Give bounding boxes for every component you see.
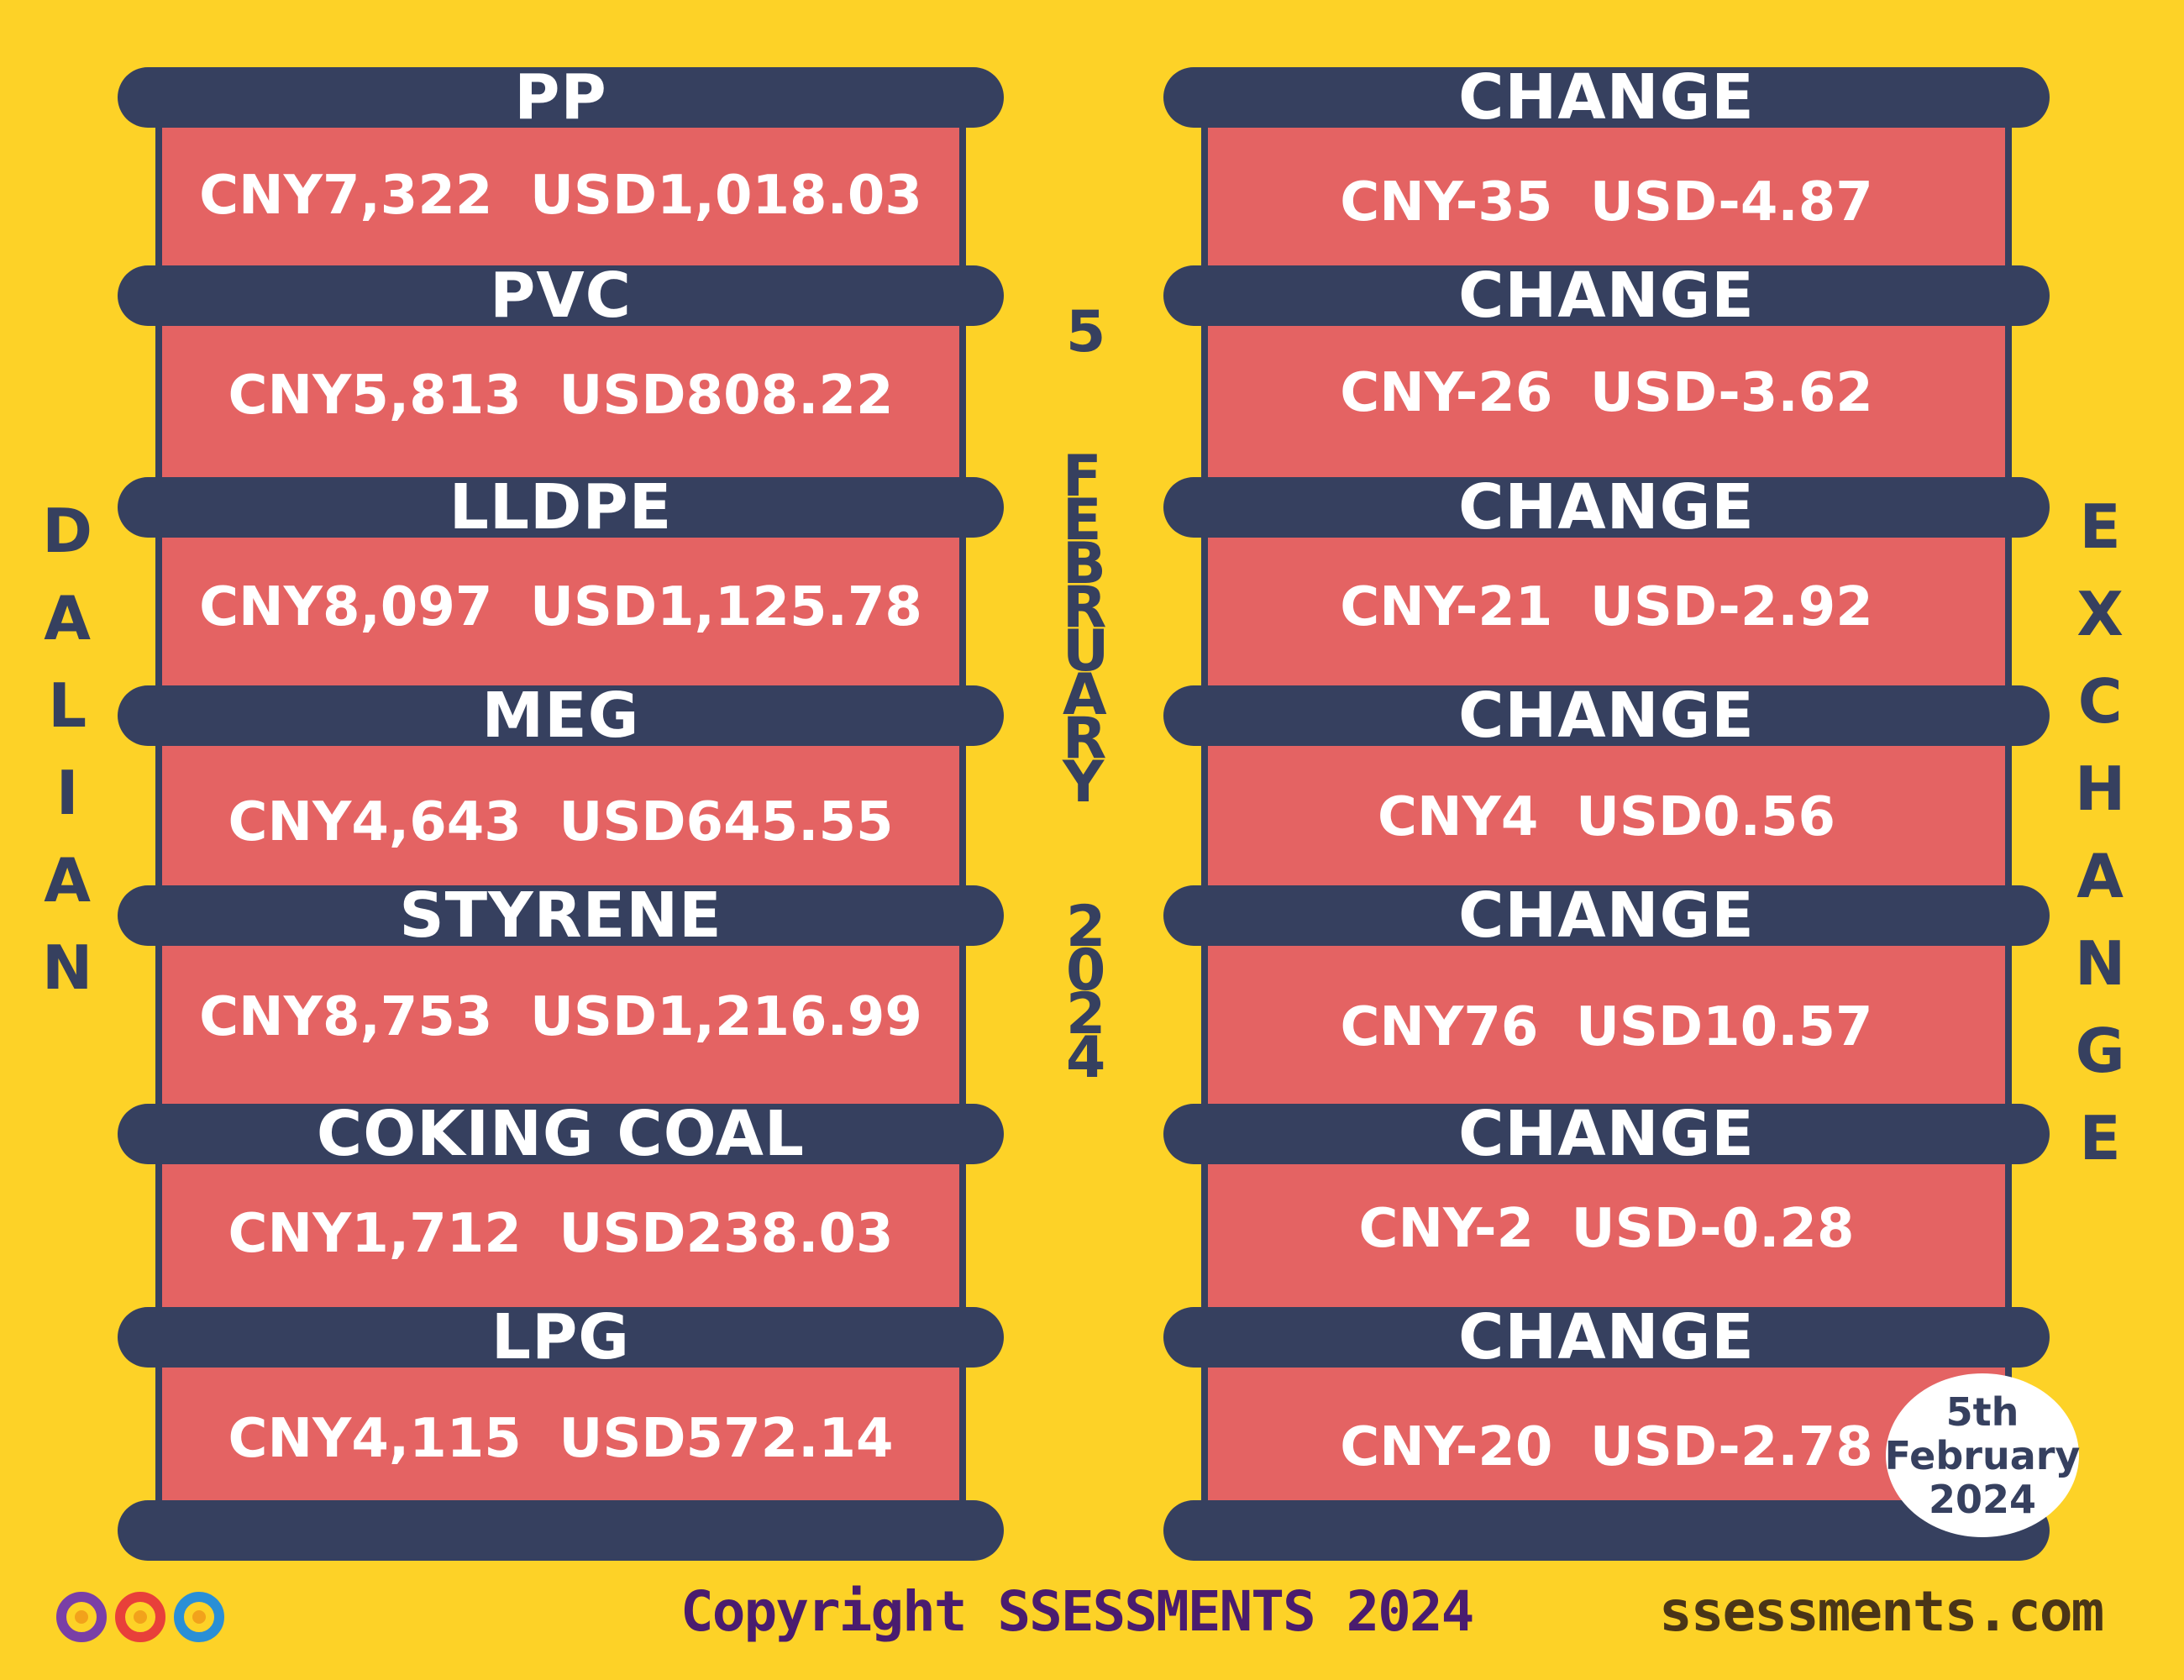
vertical-letter: N <box>42 932 93 1003</box>
price-styrene: CNY8,753 USD1,216.99 <box>199 986 922 1048</box>
copyright-text: Copyright SSESSMENTS 2024 <box>680 1579 1474 1644</box>
price-coking-coal: CNY1,712 USD238.03 <box>228 1203 894 1265</box>
price-lpg: CNY4,115 USD572.14 <box>228 1408 894 1470</box>
vertical-date-day: 5 <box>1065 299 1106 365</box>
vertical-letter: A <box>2076 841 2124 911</box>
bottom-bar <box>118 1500 1004 1561</box>
product-label-pvc: PVC <box>118 265 1004 327</box>
change-label-lldpe: CHANGE <box>1163 476 2050 538</box>
date-badge-month: February <box>1884 1432 2081 1478</box>
price-pp: CNY7,322 USD1,018.03 <box>199 165 922 227</box>
vertical-letter: L <box>48 670 87 741</box>
price-panel <box>155 99 966 1527</box>
change-label-pvc: CHANGE <box>1163 265 2050 327</box>
vertical-letter: 0 <box>1065 937 1106 1004</box>
change-meg: CNY4 USD0.56 <box>1377 786 1836 848</box>
change-styrene: CNY76 USD10.57 <box>1340 996 1873 1058</box>
vertical-letter: B <box>1063 531 1106 597</box>
vertical-letter: 5 <box>1065 299 1106 365</box>
vertical-letter: 2 <box>1065 894 1106 960</box>
vertical-letter: U <box>1063 618 1110 685</box>
change-column: CHANGE CNY-35 USD-4.87 CHANGE CNY-26 USD… <box>1163 66 2050 1561</box>
vertical-letter: I <box>55 758 79 828</box>
vertical-letter: A <box>44 583 91 654</box>
vertical-letter: R <box>1063 706 1107 772</box>
date-badge-day: 5th <box>1945 1389 2019 1435</box>
change-label-styrene: CHANGE <box>1163 885 2050 947</box>
product-label-styrene: STYRENE <box>118 885 1004 947</box>
product-label-lldpe: LLDPE <box>118 476 1004 538</box>
change-label-lpg: CHANGE <box>1163 1306 2050 1368</box>
change-label-coking-coal: CHANGE <box>1163 1103 2050 1165</box>
date-badge: 5th February 2024 <box>1884 1373 2081 1537</box>
change-lldpe: CNY-21 USD-2.92 <box>1340 576 1873 638</box>
date-badge-year: 2024 <box>1928 1476 2037 1522</box>
vertical-letter: 4 <box>1065 1025 1106 1091</box>
vertical-letter: 2 <box>1065 981 1106 1047</box>
vertical-letter: H <box>2075 753 2126 824</box>
website-link[interactable]: ssessments.com <box>1659 1579 2104 1644</box>
vertical-letter: A <box>44 845 91 916</box>
product-label-lpg: LPG <box>118 1306 1004 1368</box>
change-lpg: CNY-20 USD-2.78 <box>1340 1416 1873 1478</box>
price-meg: CNY4,643 USD645.55 <box>228 791 894 853</box>
change-pvc: CNY-26 USD-3.62 <box>1340 362 1873 424</box>
vertical-letter: N <box>2075 928 2126 999</box>
product-label-meg: MEG <box>118 685 1004 747</box>
change-pp: CNY-35 USD-4.87 <box>1340 171 1873 234</box>
vertical-letter: E <box>1063 487 1102 554</box>
vertical-letter: E <box>2079 1103 2121 1173</box>
vertical-letter: E <box>2079 491 2121 562</box>
bottom-bar <box>1163 1500 2050 1561</box>
vertical-letter: X <box>2076 579 2124 649</box>
vertical-letter: R <box>1063 575 1107 641</box>
vertical-letter: Y <box>1063 749 1105 816</box>
change-panel <box>1201 99 2012 1527</box>
vertical-letter: G <box>2075 1016 2125 1086</box>
product-label-pp: PP <box>118 66 1004 129</box>
price-pvc: CNY5,813 USD808.22 <box>228 365 894 427</box>
infinity-loops-logo-icon <box>56 1592 224 1642</box>
vertical-letter: A <box>1063 662 1107 728</box>
vertical-letter: F <box>1063 444 1102 510</box>
change-label-meg: CHANGE <box>1163 685 2050 747</box>
change-label-pp: CHANGE <box>1163 66 2050 129</box>
vertical-letter: C <box>2077 666 2123 737</box>
vertical-letter: D <box>42 496 93 566</box>
price-column: PP CNY7,322 USD1,018.03 PVC CNY5,813 USD… <box>118 66 1004 1561</box>
product-label-coking-coal: COKING COAL <box>118 1103 1004 1165</box>
price-lldpe: CNY8,097 USD1,125.78 <box>199 576 922 638</box>
change-coking-coal: CNY-2 USD-0.28 <box>1358 1198 1855 1260</box>
